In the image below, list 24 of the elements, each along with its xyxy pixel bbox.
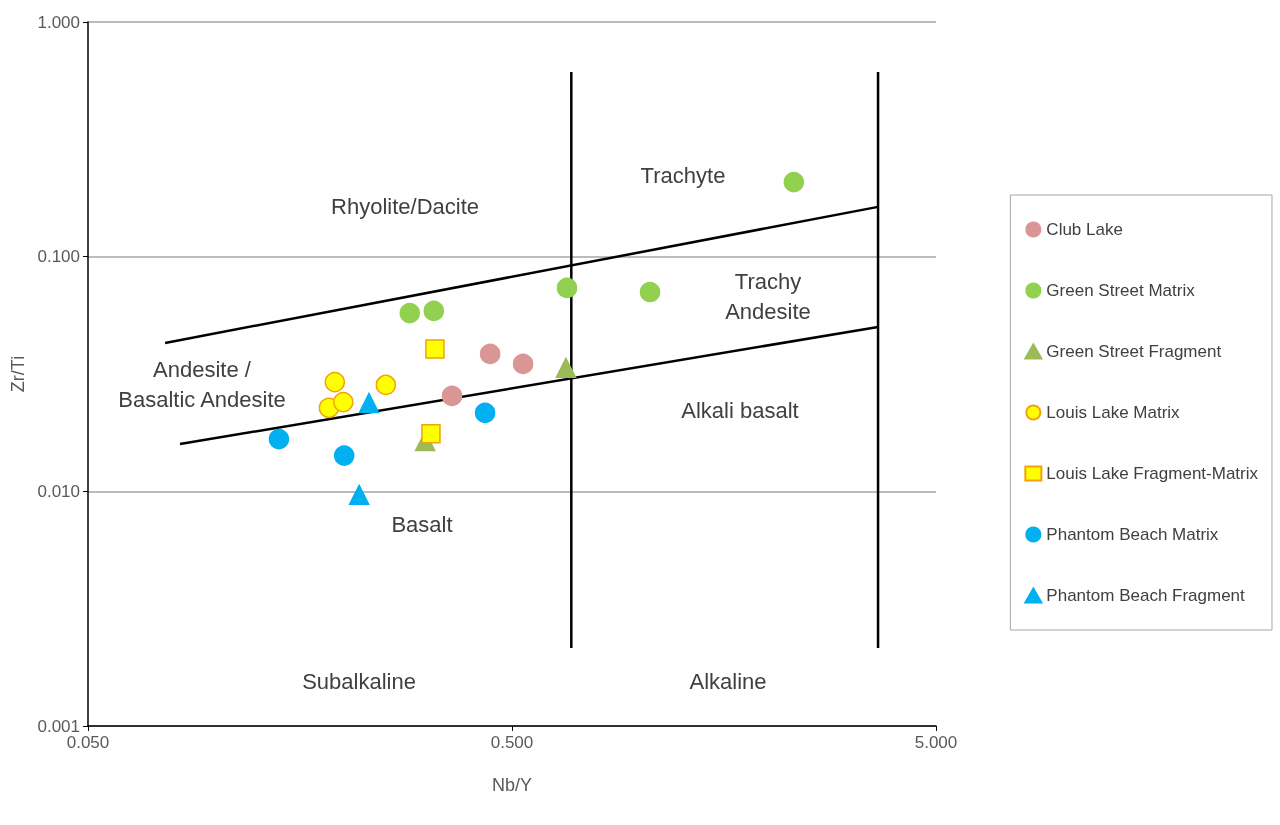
annotation: Basalt [391, 511, 453, 537]
legend-label: Green Street Matrix [1046, 281, 1196, 300]
annotation: Subalkaline [302, 668, 416, 694]
annotation: Alkali basalt [681, 397, 799, 423]
y-tick-label: 1.000 [37, 12, 80, 32]
x-tick-label: 0.050 [66, 733, 110, 752]
legend-label: Club Lake [1046, 220, 1123, 239]
annotation: Trachyte [640, 162, 726, 188]
x-axis-title: Nb/Y [491, 775, 533, 795]
legend-label: Phantom Beach Fragment [1046, 586, 1246, 605]
legend-label: Louis Lake Fragment-Matrix [1046, 464, 1259, 483]
y-axis-title: Zr/Ti [7, 355, 28, 393]
x-tick-label: 5.000 [914, 733, 958, 752]
annotation: Rhyolite/Dacite [331, 193, 479, 219]
y-tick-label: 0.001 [37, 716, 80, 736]
legend-label: Louis Lake Matrix [1046, 403, 1181, 422]
annotation: Andesite / Basaltic Andesite [118, 356, 286, 412]
legend-label: Phantom Beach Matrix [1046, 525, 1219, 544]
y-tick-label: 0.100 [37, 247, 80, 267]
x-tick-label: 0.500 [490, 733, 534, 752]
legend-label: Green Street Fragment [1046, 342, 1222, 361]
annotation: Trachy Andesite [725, 268, 811, 324]
annotation: Alkaline [689, 668, 767, 694]
y-tick-label: 0.010 [37, 481, 80, 501]
